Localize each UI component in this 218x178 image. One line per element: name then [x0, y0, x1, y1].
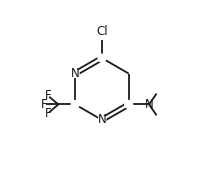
- Circle shape: [71, 70, 79, 77]
- Circle shape: [125, 101, 133, 108]
- Text: F: F: [40, 98, 47, 111]
- Text: F: F: [44, 107, 51, 120]
- Text: N: N: [98, 113, 106, 126]
- Text: F: F: [44, 89, 51, 102]
- Text: N: N: [145, 98, 153, 111]
- Text: N: N: [71, 67, 80, 80]
- Circle shape: [98, 116, 106, 124]
- Circle shape: [98, 54, 106, 62]
- Text: Cl: Cl: [96, 25, 108, 38]
- Circle shape: [71, 101, 79, 108]
